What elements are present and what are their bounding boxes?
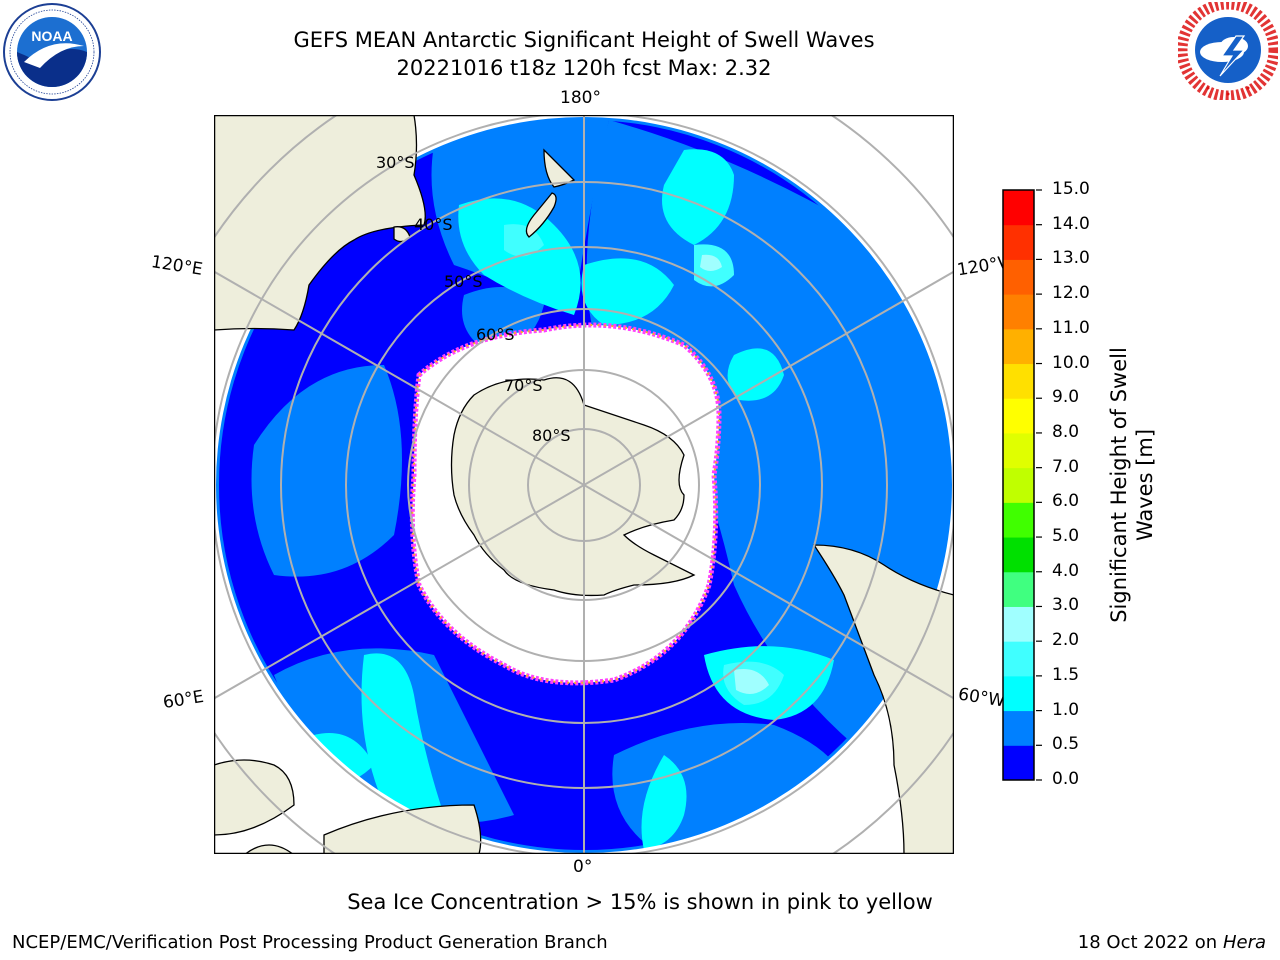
colorbar-segment (1003, 398, 1034, 434)
lon-label-60w: 60°W (956, 684, 1007, 712)
credit-text: NCEP/EMC/Verification Post Processing Pr… (12, 932, 608, 953)
noaa-logo: NOAA (3, 3, 101, 101)
colorbar-segment (1003, 190, 1034, 226)
colorbar-tick-label: 11.0 (1052, 317, 1090, 338)
colorbar-tick-label: 8.0 (1052, 421, 1080, 442)
colorbar-segment (1003, 571, 1034, 607)
colorbar-tick-label: 3.0 (1052, 595, 1080, 616)
lat-label-80s: 80°S (532, 426, 571, 445)
colorbar-segment (1003, 432, 1034, 469)
colorbar-segment (1003, 328, 1034, 365)
colorbar-segment (1003, 675, 1034, 712)
map-subtitle: 20221016 t18z 120h fcst Max: 2.32 (396, 56, 772, 80)
colorbar-segment (1003, 294, 1034, 330)
colorbar-tick-label: 15.0 (1052, 179, 1090, 199)
host-name: Hera (1222, 932, 1266, 953)
lat-label-70s: 70°S (504, 376, 543, 395)
colorbar-segment (1003, 537, 1034, 573)
colorbar-tick-label: 4.0 (1052, 560, 1080, 581)
colorbar-tick-label: 14.0 (1052, 213, 1090, 234)
colorbar-segment (1003, 224, 1034, 260)
lon-label-180: 180° (560, 88, 601, 108)
svg-text:NOAA: NOAA (31, 28, 72, 44)
lon-label-60e: 60°E (161, 686, 206, 714)
colorbar-label: Significant Height of Swell Waves [m] (1107, 347, 1157, 623)
colorbar-tick-label: 12.0 (1052, 283, 1090, 304)
colorbar-tick-label: 10.0 (1052, 352, 1090, 373)
sea-ice (409, 322, 722, 686)
lat-label-50s: 50°S (444, 272, 483, 291)
colorbar-segment (1003, 363, 1034, 399)
date-text: 18 Oct 2022 on Hera (1077, 932, 1266, 953)
colorbar-segment (1003, 502, 1034, 538)
colorbar-tick-label: 5.0 (1052, 526, 1080, 547)
sea-ice-note: Sea Ice Concentration > 15% is shown in … (347, 890, 933, 914)
colorbar-tick-label: 0.0 (1052, 769, 1080, 789)
colorbar-tick-label: 1.0 (1052, 699, 1080, 720)
graticule (214, 115, 954, 854)
colorbar-tick-label: 13.0 (1052, 248, 1090, 269)
lon-label-0: 0° (573, 857, 593, 877)
colorbar-segment (1003, 606, 1034, 642)
colorbar (1002, 189, 1035, 781)
map-title: GEFS MEAN Antarctic Significant Height o… (293, 28, 875, 52)
lat-label-40s: 40°S (414, 215, 453, 234)
colorbar-tick-label: 2.0 (1052, 630, 1080, 651)
colorbar-tick-label: 9.0 (1052, 387, 1080, 408)
colorbar-tick-marks (1036, 189, 1042, 781)
colorbar-tick-label: 7.0 (1052, 456, 1080, 477)
colorbar-segment (1003, 745, 1034, 781)
map-frame (214, 115, 954, 854)
colorbar-segment (1003, 641, 1034, 677)
colorbar-tick-label: 6.0 (1052, 491, 1080, 512)
colorbar-tick-label: 1.5 (1052, 664, 1080, 685)
colorbar-segment (1003, 259, 1034, 295)
colorbar-tick-label: 0.5 (1052, 734, 1080, 755)
nws-logo (1178, 2, 1278, 100)
lon-label-120e: 120°E (149, 252, 204, 280)
lat-label-60s: 60°S (476, 325, 515, 344)
polar-map: 30°S 40°S 50°S 60°S 70°S 80°S (214, 115, 954, 854)
colorbar-segment (1003, 467, 1034, 503)
colorbar-segment (1003, 710, 1034, 746)
lat-label-30s: 30°S (376, 153, 415, 172)
